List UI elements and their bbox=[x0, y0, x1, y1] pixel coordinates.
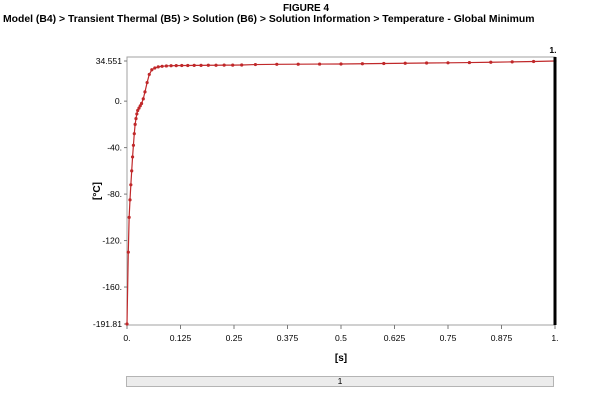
data-point bbox=[318, 62, 322, 66]
data-point bbox=[360, 62, 364, 66]
x-tick-label: 0.5 bbox=[335, 333, 347, 343]
data-point bbox=[240, 63, 244, 67]
x-tick-label: 0.25 bbox=[226, 333, 243, 343]
data-point bbox=[143, 90, 147, 94]
data-point bbox=[134, 116, 138, 121]
data-point bbox=[135, 112, 139, 116]
x-axis: 0. 0.125 0.25 0.375 0.5 0.625 0.75 0.875 1. bbox=[123, 325, 559, 343]
data-point bbox=[339, 62, 343, 66]
data-point bbox=[130, 155, 135, 159]
data-point bbox=[446, 61, 450, 65]
data-point bbox=[192, 63, 196, 67]
chart-subtitle: Model (B4) > Transient Thermal (B5) > So… bbox=[3, 14, 535, 25]
x-tick-label: 0.875 bbox=[491, 333, 513, 343]
x-tick-label: 0.375 bbox=[277, 333, 299, 343]
data-point bbox=[425, 61, 429, 65]
y-axis: 34.551 0. -40. -80. -120. -160. -191.81 bbox=[93, 56, 127, 329]
y-tick-label: -120. bbox=[102, 236, 122, 246]
data-point bbox=[275, 62, 279, 66]
data-point bbox=[174, 63, 178, 68]
data-point bbox=[141, 97, 145, 101]
data-point bbox=[126, 250, 130, 254]
x-axis-label: [s] bbox=[335, 353, 347, 364]
data-point bbox=[510, 60, 514, 64]
series-layer bbox=[125, 59, 557, 326]
time-scrollbar-label: 1 bbox=[337, 376, 343, 386]
data-point bbox=[147, 72, 151, 77]
data-point bbox=[153, 66, 157, 70]
x-tick-label: 0.75 bbox=[440, 333, 457, 343]
data-point bbox=[164, 64, 168, 68]
data-point bbox=[253, 62, 257, 67]
data-point bbox=[131, 143, 136, 147]
plot-area bbox=[126, 56, 556, 326]
data-point bbox=[199, 63, 203, 67]
data-point bbox=[382, 61, 386, 66]
data-point bbox=[145, 80, 149, 85]
data-point bbox=[130, 169, 134, 173]
data-point bbox=[127, 215, 131, 219]
y-tick-label: -191.81 bbox=[93, 319, 122, 329]
data-point bbox=[128, 198, 132, 202]
data-point bbox=[129, 183, 133, 187]
y-tick-label: -80. bbox=[107, 189, 122, 199]
data-point bbox=[156, 65, 160, 69]
data-point bbox=[489, 60, 493, 64]
data-point bbox=[214, 63, 218, 67]
data-point bbox=[160, 64, 164, 68]
figure-title: FIGURE 4 bbox=[282, 3, 330, 14]
data-point bbox=[296, 62, 300, 66]
data-point bbox=[169, 64, 173, 68]
data-point bbox=[231, 63, 235, 67]
x-tick-label: 0.125 bbox=[170, 333, 192, 343]
data-point bbox=[186, 63, 190, 68]
data-point bbox=[532, 59, 536, 64]
y-tick-label: 0. bbox=[115, 96, 122, 106]
data-point bbox=[206, 63, 210, 67]
y-axis-label: [°C] bbox=[92, 182, 103, 200]
y-tick-label: -40. bbox=[107, 143, 122, 153]
data-point bbox=[132, 132, 136, 136]
data-point bbox=[180, 63, 184, 68]
y-tick-label: 34.551 bbox=[96, 56, 123, 66]
data-point bbox=[133, 122, 137, 126]
data-point bbox=[403, 61, 407, 65]
x-tick-label: 1. bbox=[551, 333, 558, 343]
y-tick-label: -160. bbox=[102, 282, 122, 292]
x-tick-label: 0.625 bbox=[384, 333, 406, 343]
data-point bbox=[125, 322, 129, 326]
data-point bbox=[467, 60, 471, 65]
data-point bbox=[139, 101, 144, 106]
data-point bbox=[150, 68, 154, 72]
time-scrollbar[interactable]: 1 bbox=[126, 376, 554, 387]
data-point bbox=[222, 63, 226, 67]
current-time-marker-label: 1. bbox=[549, 45, 556, 55]
x-tick-label: 0. bbox=[123, 333, 130, 343]
